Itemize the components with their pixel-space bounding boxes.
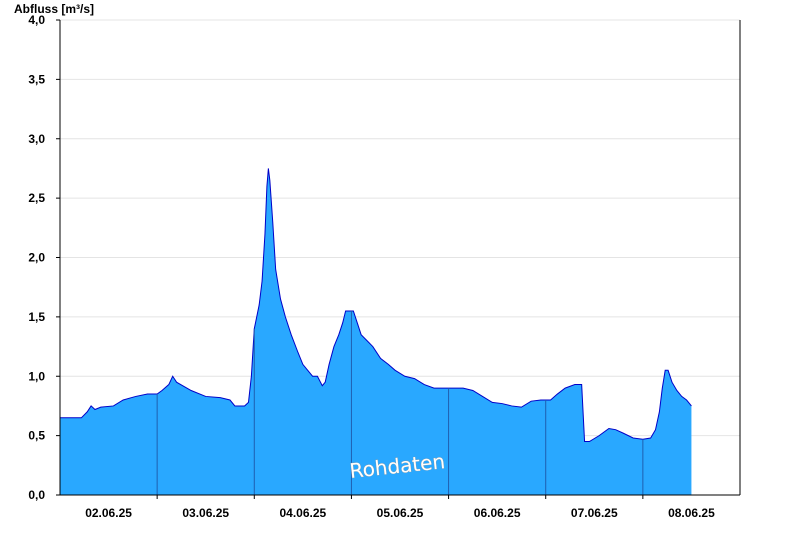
x-tick-label: 02.06.25 (85, 506, 132, 520)
x-tick-label: 06.06.25 (474, 506, 521, 520)
x-tick-label: 08.06.25 (668, 506, 715, 520)
y-tick-label: 2,0 (28, 251, 45, 265)
day-divider-lines (156, 310, 644, 495)
y-tick-label: 1,0 (28, 369, 45, 383)
series-line (60, 168, 692, 443)
y-tick-label: 3,0 (28, 132, 45, 146)
x-tick-label: 05.06.25 (377, 506, 424, 520)
x-tick-label: 03.06.25 (182, 506, 229, 520)
data-area (60, 168, 692, 495)
y-axis-label: Abfluss [m³/s] (14, 2, 94, 16)
axes (56, 19, 741, 499)
y-tick-label: 2,5 (28, 191, 45, 205)
y-tick-label: 0,5 (28, 429, 45, 443)
x-tick-label: 07.06.25 (571, 506, 618, 520)
y-tick-label: 1,5 (28, 310, 45, 324)
x-tick-label: 04.06.25 (279, 506, 326, 520)
grid-lines (60, 19, 740, 437)
y-tick-label: 4,0 (28, 13, 45, 27)
tick-labels: 0,0 0,5 1,0 1,5 2,0 2,5 3,0 3,5 4,0 02.06.25 03.06… (28, 13, 715, 520)
y-tick-label: 3,5 (28, 72, 45, 86)
series-area (60, 168, 692, 495)
y-tick-label: 0,0 (28, 488, 45, 502)
